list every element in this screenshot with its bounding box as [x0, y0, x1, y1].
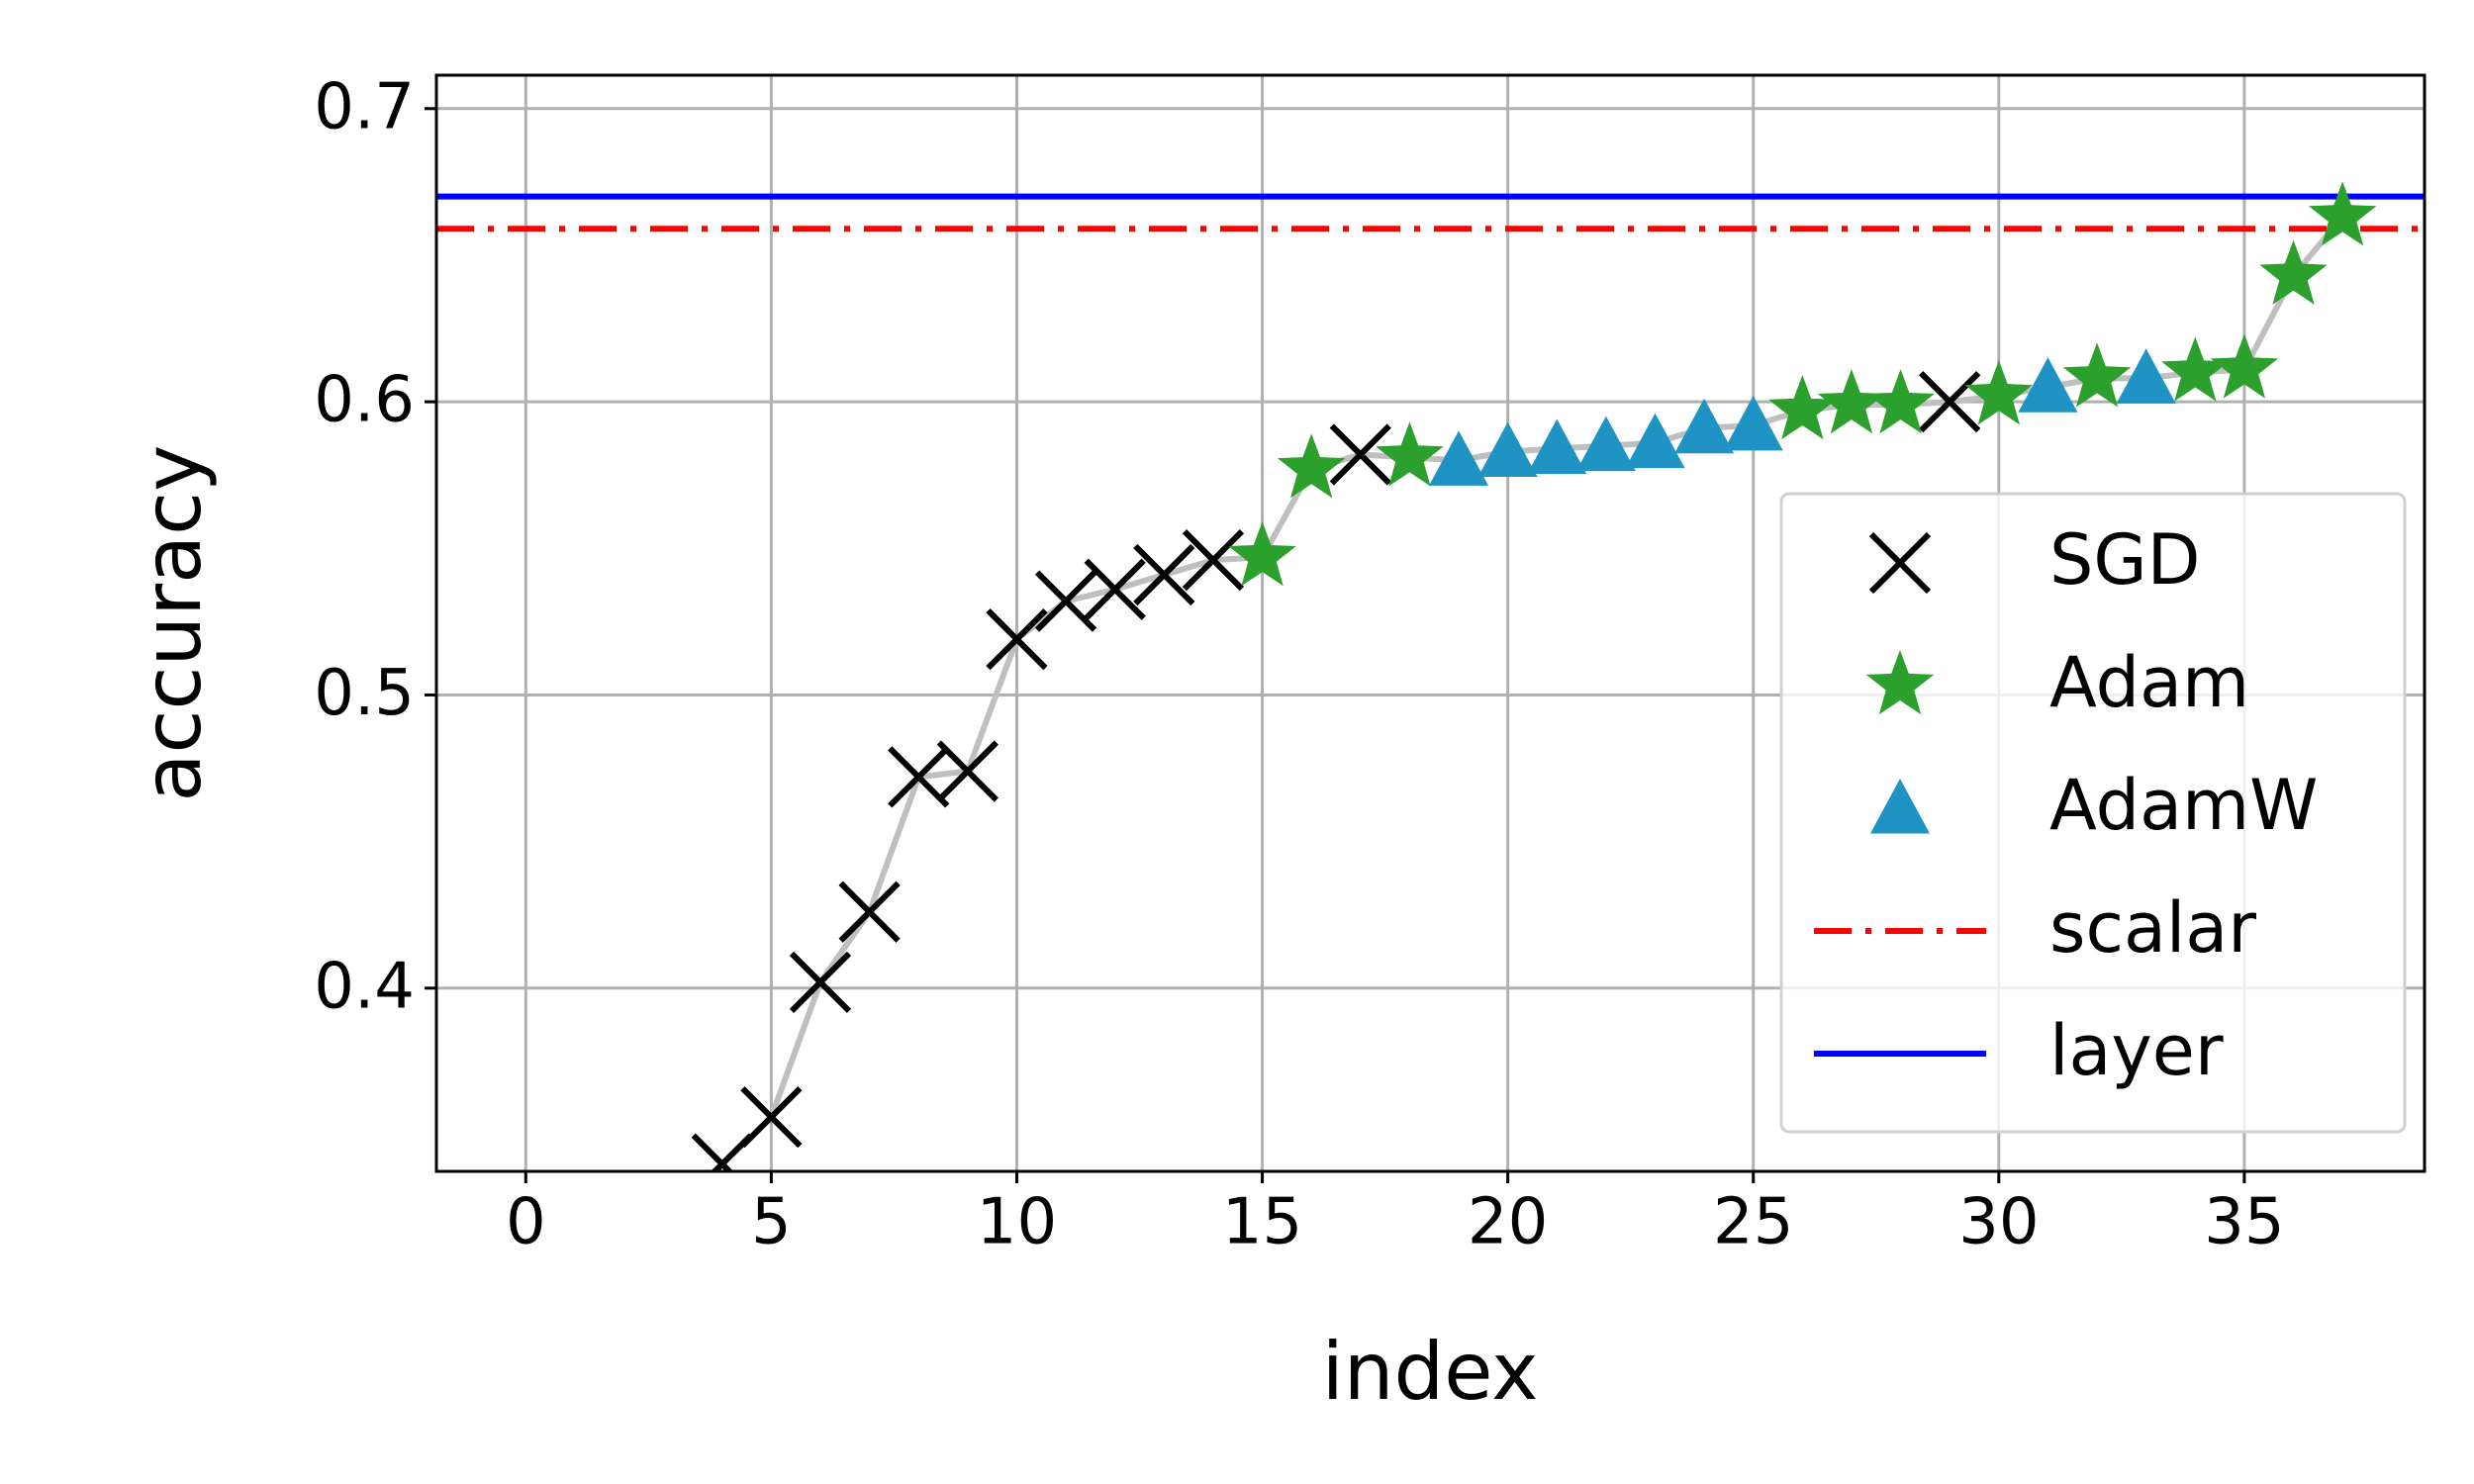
marker-triangle	[1625, 413, 1685, 469]
marker-x	[888, 746, 950, 808]
legend-marker	[1865, 650, 1935, 715]
x-tick-label: 5	[751, 1186, 792, 1259]
marker-x	[789, 951, 852, 1013]
marker-star	[1277, 433, 1346, 499]
y-tick-label: 0.6	[314, 364, 415, 437]
x-tick-label: 25	[1713, 1186, 1793, 1259]
marker-triangle	[2018, 357, 2078, 413]
marker-star	[1228, 521, 1296, 587]
legend-marker	[1870, 779, 1930, 834]
marker-star	[1866, 369, 1935, 434]
ticks: 0 5 10 15 20 25 30 35 0.4 0.5 0.6 0.7	[314, 70, 2284, 1258]
marker-x	[1919, 370, 1981, 433]
legend-box	[1779, 492, 2407, 1134]
marker-triangle	[2116, 348, 2176, 404]
marker-star	[2210, 333, 2279, 399]
marker-triangle	[1674, 398, 1735, 454]
marker-x	[691, 1133, 753, 1171]
marker-x	[740, 1086, 803, 1149]
y-axis-label: accuracy	[127, 445, 219, 802]
marker-x	[838, 881, 901, 943]
x-tick-label: 30	[1958, 1186, 2039, 1259]
x-tick-label: 20	[1468, 1186, 1548, 1259]
marker-triangle	[1527, 418, 1587, 475]
marker-star	[1376, 421, 1444, 487]
legend-label: scalar	[2049, 887, 2256, 969]
legend-label: Adam	[2049, 642, 2249, 723]
y-tick-label: 0.7	[314, 70, 415, 143]
x-tick-label: 0	[506, 1186, 546, 1259]
marker-star	[1768, 375, 1837, 440]
marker-star	[2161, 336, 2230, 402]
legend-label: layer	[2049, 1010, 2224, 1091]
x-tick-label: 35	[2204, 1186, 2284, 1259]
y-tick-label: 0.5	[314, 657, 415, 730]
marker-star	[2062, 342, 2132, 408]
plot-area	[436, 181, 2425, 1171]
marker-triangle	[1575, 416, 1636, 472]
marker-star	[2259, 239, 2328, 305]
marker-x	[1182, 529, 1245, 592]
marker-x	[1034, 570, 1097, 632]
marker-x	[986, 608, 1048, 671]
x-axis-label: index	[1322, 1326, 1539, 1418]
legend: SGD Adam AdamW scalar layer	[1779, 492, 2407, 1134]
legend-marker	[1868, 531, 1932, 595]
marker-star	[1817, 369, 1886, 434]
marker-x	[1329, 423, 1391, 486]
marker-triangle	[1429, 430, 1489, 486]
marker-triangle	[1723, 395, 1783, 451]
axes-frame	[434, 73, 2426, 1173]
marker-x	[936, 740, 999, 802]
marker-x	[1084, 558, 1146, 620]
marker-x	[1133, 543, 1195, 606]
marker-star	[1964, 360, 2034, 425]
y-tick-label: 0.4	[314, 950, 415, 1023]
x-tick-label: 15	[1222, 1186, 1302, 1259]
legend-label: SGD	[2049, 519, 2201, 601]
x-tick-label: 10	[977, 1186, 1057, 1259]
legend-label: AdamW	[2049, 765, 2318, 846]
marker-triangle	[1477, 421, 1538, 477]
marker-star	[2308, 181, 2377, 246]
